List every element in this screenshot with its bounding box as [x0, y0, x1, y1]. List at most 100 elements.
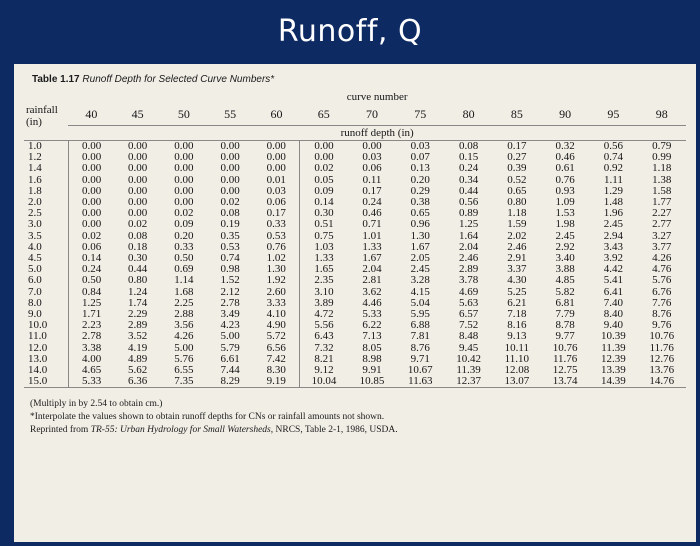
table-row: 1.8 0.00 0.00 0.00 0.00 0.03 0.09 0.17 0.29 0.44 0… [24, 184, 686, 198]
runoff-cell: 0.80 [507, 196, 527, 209]
runoff-cell: 4.72 [314, 308, 334, 321]
runoff-cell: 0.11 [362, 173, 382, 186]
runoff-cell: 0.01 [253, 174, 301, 186]
rainfall-cell: 10.0 [24, 320, 69, 332]
table-row: 1.4 0.00 0.00 0.00 0.00 0.00 0.02 0.06 0.13 0.24 0… [24, 162, 686, 175]
runoff-cell: 0.07 [410, 151, 430, 164]
runoff-cell: 0.00 [128, 184, 148, 197]
runoff-cell: 0.50 [82, 274, 102, 287]
runoff-cell: 0.08 [220, 207, 240, 220]
runoff-cell: 2.78 [82, 330, 102, 343]
runoff-cell: 2.23 [82, 319, 102, 332]
runoff-cell: 0.92 [603, 162, 624, 175]
runoff-cell: 1.71 [82, 308, 102, 321]
runoff-cell: 0.15 [458, 151, 479, 164]
runoff-cell: 0.02 [174, 207, 194, 220]
runoff-cell: 10.67 [407, 364, 433, 377]
runoff-cell: 8.76 [410, 341, 430, 354]
runoff-cell: 1.67 [362, 252, 382, 265]
runoff-cell: 9.71 [410, 352, 430, 365]
runoff-cell: 3.56 [174, 319, 194, 332]
runoff-cell: 8.16 [507, 319, 527, 332]
runoff-cell: 0.52 [507, 173, 527, 186]
runoff-cell: 1.29 [603, 184, 624, 197]
runoff-cell: 4.90 [253, 320, 301, 332]
runoff-cell: 0.98 [220, 263, 240, 276]
runoff-cell: 6.22 [362, 319, 382, 332]
runoff-cell: 2.29 [128, 308, 148, 321]
runoff-cell: 6.21 [507, 296, 527, 309]
table-caption: Table 1.17 Runoff Depth for Selected Cur… [32, 74, 686, 85]
runoff-cell: 0.00 [82, 140, 102, 152]
runoff-cell: 0.39 [507, 162, 527, 175]
runoff-cell: 2.77 [652, 218, 672, 231]
runoff-cell: 9.12 [314, 364, 334, 377]
runoff-cell: 0.17 [253, 208, 301, 220]
runoff-cell: 7.79 [555, 308, 575, 321]
runoff-cell: 0.20 [410, 173, 430, 186]
runoff-cell: 2.81 [362, 274, 382, 287]
runoff-cell: 0.56 [603, 140, 624, 152]
runoff-cell: 0.71 [362, 218, 382, 231]
runoff-cell: 4.76 [652, 263, 672, 276]
runoff-cell: 7.18 [507, 308, 527, 321]
runoff-cell: 5.00 [174, 341, 194, 354]
runoff-cell: 2.45 [410, 263, 430, 276]
curve-number-header: 60 [253, 103, 300, 126]
runoff-cell: 0.00 [314, 140, 334, 152]
runoff-cell: 1.67 [410, 240, 430, 253]
runoff-cell: 0.46 [362, 207, 382, 220]
rainfall-cell: 9.0 [24, 308, 69, 321]
runoff-cell: 0.06 [362, 162, 382, 175]
rainfall-cell: 14.0 [24, 364, 69, 377]
runoff-cell: 2.35 [314, 274, 334, 287]
runoff-cell: 0.00 [174, 162, 194, 175]
runoff-cell: 0.51 [314, 218, 334, 231]
runoff-cell: 0.80 [128, 274, 148, 287]
runoff-cell: 7.40 [603, 296, 624, 309]
runoff-cell: 0.03 [253, 185, 301, 198]
runoff-cell: 6.61 [220, 352, 240, 365]
runoff-cell: 12.75 [552, 364, 578, 377]
runoff-cell: 0.24 [362, 196, 382, 209]
runoff-cell: 4.15 [410, 285, 430, 298]
curve-number-header: 70 [347, 103, 397, 126]
runoff-cell: 3.89 [314, 296, 334, 309]
runoff-cell: 1.92 [253, 275, 301, 287]
runoff-cell: 0.46 [555, 151, 575, 164]
runoff-cell: 0.74 [603, 151, 624, 164]
runoff-cell: 2.45 [603, 218, 624, 231]
runoff-cell: 2.27 [652, 207, 672, 220]
runoff-cell: 0.44 [458, 184, 479, 197]
curve-number-header: 45 [114, 103, 161, 126]
table-row: 2.5 0.00 0.00 0.02 0.08 0.17 0.30 0.46 0.65 0.89 1… [24, 207, 686, 220]
rainfall-cell: 4.5 [24, 252, 69, 265]
runoff-cell: 1.30 [410, 229, 430, 242]
runoff-cell: 10.85 [347, 376, 397, 389]
table-row: 4.0 0.06 0.18 0.33 0.53 0.76 1.03 1.33 1.67 2.04 2… [24, 240, 686, 254]
runoff-cell: 0.14 [314, 196, 334, 209]
table-row: 2.0 0.00 0.00 0.00 0.02 0.06 0.14 0.24 0.38 0.56 0… [24, 196, 686, 209]
runoff-cell: 0.00 [128, 140, 148, 152]
runoff-cell: 8.40 [603, 308, 624, 321]
runoff-cell: 7.76 [652, 296, 672, 309]
runoff-cell: 8.78 [555, 319, 575, 332]
runoff-cell: 0.06 [82, 240, 102, 253]
runoff-cell: 1.58 [652, 184, 672, 197]
runoff-cell: 0.00 [253, 151, 301, 164]
runoff-cell: 0.76 [555, 173, 575, 186]
runoff-cell: 8.48 [458, 330, 479, 343]
runoff-cell: 0.24 [458, 162, 479, 175]
runoff-cell: 0.05 [314, 173, 334, 186]
runoff-cell: 3.27 [652, 229, 672, 242]
table-row: 6.0 0.50 0.80 1.14 1.52 1.92 2.35 2.81 3.28 3.78 4… [24, 274, 686, 287]
runoff-cell: 0.24 [82, 263, 102, 276]
runoff-cell: 11.10 [504, 352, 530, 365]
table-title: Runoff Depth for Selected Curve Numbers* [82, 74, 275, 85]
runoff-cell: 0.96 [410, 218, 430, 231]
runoff-cell: 7.52 [458, 319, 479, 332]
runoff-cell: 9.76 [652, 319, 672, 332]
runoff-table: rainfall (in) curve number 40 45 50 55 60 65 7… [24, 91, 686, 389]
runoff-cell: 13.07 [492, 376, 541, 389]
runoff-cell: 1.25 [82, 296, 102, 309]
